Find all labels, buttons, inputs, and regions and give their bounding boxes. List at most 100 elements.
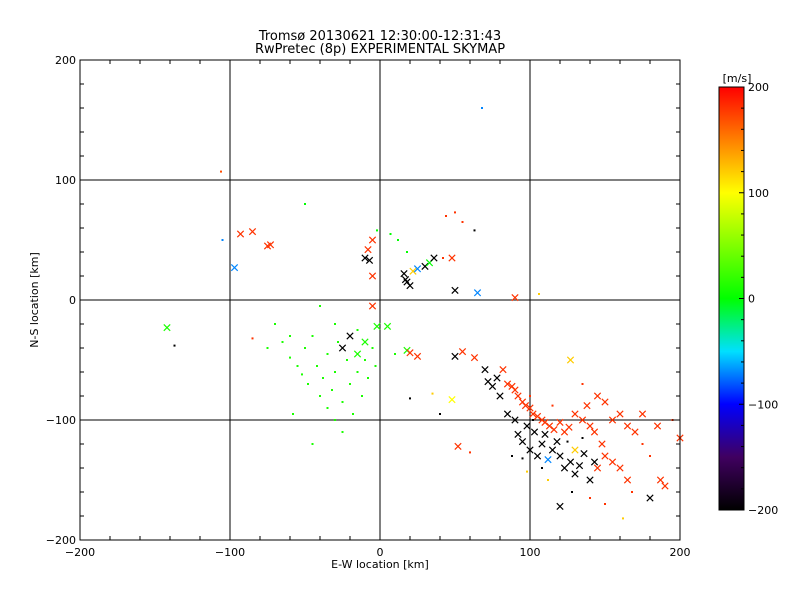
data-point-dot (442, 257, 444, 259)
x-tick-label: 200 (670, 546, 691, 559)
data-point-dot (337, 341, 339, 343)
data-point-cross (578, 416, 587, 424)
data-point-dot (589, 497, 591, 499)
colorbar-tick-label: −100 (748, 398, 778, 411)
data-point-cross (566, 356, 575, 364)
data-point-dot (307, 383, 309, 385)
data-point-dot (511, 455, 513, 457)
data-point-cross (526, 446, 534, 454)
data-point-cross (553, 437, 561, 446)
data-point-cross (566, 458, 575, 466)
data-point-dot (571, 491, 573, 493)
data-point-cross (593, 392, 602, 400)
data-point-cross (361, 338, 369, 346)
data-point-cross (488, 382, 497, 391)
data-point-cross (511, 293, 519, 302)
data-point-dot (641, 443, 644, 445)
data-point-dot (521, 457, 524, 460)
data-point-dot (334, 323, 336, 325)
x-tick-label: −200 (65, 546, 95, 559)
data-point-cross (266, 241, 275, 249)
data-point-dot (319, 305, 321, 307)
y-tick-label: −200 (46, 534, 76, 547)
data-point-cross (580, 449, 588, 458)
data-point-cross (593, 464, 602, 472)
data-point-dot (274, 323, 276, 325)
colorbar-tick-label: 0 (748, 293, 755, 306)
data-point-cross (353, 350, 362, 358)
data-point-cross (571, 446, 579, 454)
y-tick-label: −100 (46, 414, 76, 427)
data-point-cross (544, 455, 552, 464)
x-tick-label: −100 (215, 546, 245, 559)
data-point-dot (319, 395, 321, 397)
data-point-dot (361, 395, 363, 397)
data-point-cross (383, 322, 392, 331)
data-point-dot (376, 229, 378, 232)
data-point-cross (556, 418, 564, 427)
data-point-cross (163, 323, 171, 332)
data-point-cross (514, 392, 522, 400)
data-point-dot (173, 344, 176, 347)
data-point-cross (608, 416, 617, 424)
data-point-cross (401, 275, 410, 284)
y-tick-label: 100 (55, 174, 76, 187)
data-point-cross (526, 404, 534, 412)
data-point-dot (326, 407, 329, 409)
data-point-cross (496, 392, 504, 400)
data-point-dot (374, 365, 377, 367)
colorbar-tick-label: 100 (748, 187, 769, 200)
data-point-dot (604, 503, 606, 505)
data-point-cross (413, 265, 422, 273)
data-point-dot (431, 392, 434, 395)
plot-title: Tromsø 20130621 12:30:00-12:31:43 (258, 29, 501, 44)
data-point-cross (623, 422, 632, 430)
data-point-dot (469, 451, 471, 454)
data-point-cross (451, 352, 459, 361)
data-point-dot (394, 353, 396, 355)
data-point-cross (601, 452, 609, 460)
data-point-cross (623, 476, 632, 484)
data-point-cross (236, 230, 245, 238)
data-point-cross (373, 322, 381, 331)
data-point-dot (341, 401, 344, 403)
grid-lines (80, 60, 680, 540)
data-point-dot (551, 404, 554, 407)
data-point-cross (538, 440, 546, 448)
data-point-dot (538, 293, 540, 295)
data-point-dot (266, 347, 269, 349)
data-point-dot (334, 371, 336, 373)
data-point-dot (296, 365, 299, 367)
data-point-cross (656, 476, 665, 484)
data-point-cross (448, 395, 456, 404)
plot-subtitle: RwPretec (8p) EXPERIMENTAL SKYMAP (255, 42, 505, 57)
data-point-dot (581, 383, 584, 385)
data-point-dot (251, 337, 254, 340)
data-point-cross (413, 352, 422, 361)
data-point-dot (409, 397, 411, 400)
data-point-dot (445, 215, 447, 217)
data-point-dot (566, 440, 569, 443)
data-point-cross (583, 401, 591, 410)
data-point-dot (581, 437, 584, 439)
data-point-dot (316, 365, 318, 367)
data-point-cross (368, 272, 377, 280)
x-tick-label: 100 (520, 546, 541, 559)
data-point-dot (356, 371, 359, 373)
data-point-cross (653, 422, 662, 430)
data-point-cross (529, 410, 537, 418)
data-point-cross (541, 430, 549, 439)
data-point-dot (406, 251, 408, 253)
colorbar: [m/s] −200 −100 0 100 200 (718, 72, 778, 517)
data-point-cross (545, 422, 554, 430)
data-point-dot (389, 233, 392, 235)
colorbar-tick-label: −200 (748, 504, 778, 517)
data-points (163, 107, 684, 520)
data-point-cross (565, 423, 573, 431)
data-point-cross (409, 267, 417, 275)
data-point-dot (289, 356, 291, 359)
data-point-cross (586, 476, 594, 484)
data-point-dot (473, 229, 476, 232)
y-axis-title: N-S location [km] (28, 252, 41, 348)
